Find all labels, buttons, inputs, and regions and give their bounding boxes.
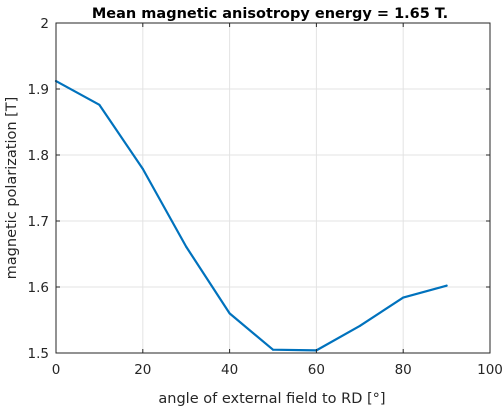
axes-border <box>55 22 491 354</box>
y-tick-label: 1.9 <box>28 82 49 98</box>
y-tick-label: 2 <box>40 16 49 32</box>
y-tick-label: 1.5 <box>28 346 49 362</box>
y-tick-label: 1.6 <box>28 280 49 296</box>
plot-background <box>56 23 490 353</box>
y-tick-label: 1.7 <box>28 214 49 230</box>
plot-area <box>56 23 490 353</box>
data-point <box>402 296 405 299</box>
y-tick-label: 1.8 <box>28 148 49 164</box>
x-axis-ticks: 0 20 40 60 80 100 <box>52 23 503 378</box>
data-point <box>141 167 144 170</box>
x-axis-label: angle of external field to RD [°] <box>158 391 385 407</box>
series-line-1 <box>54 79 448 352</box>
data-point <box>228 312 231 315</box>
chart-title: Mean magnetic anisotropy energy = 1.65 T… <box>92 6 448 22</box>
data-point <box>445 284 448 287</box>
data-point <box>98 103 101 106</box>
x-tick-label: 40 <box>221 362 238 378</box>
x-tick-label: 100 <box>477 362 503 378</box>
x-tick-label: 80 <box>395 362 412 378</box>
y-axis-ticks: 1.5 1.6 1.7 1.8 1.9 2 <box>28 16 490 362</box>
data-point <box>272 348 274 351</box>
x-tick-label: 60 <box>308 362 325 378</box>
data-point <box>358 324 361 327</box>
x-tick-label: 20 <box>134 362 151 378</box>
y-axis-label: magnetic polarization [T] <box>4 97 20 280</box>
data-point <box>185 245 188 248</box>
x-tick-label: 0 <box>52 362 61 378</box>
axes-frame <box>55 22 491 354</box>
